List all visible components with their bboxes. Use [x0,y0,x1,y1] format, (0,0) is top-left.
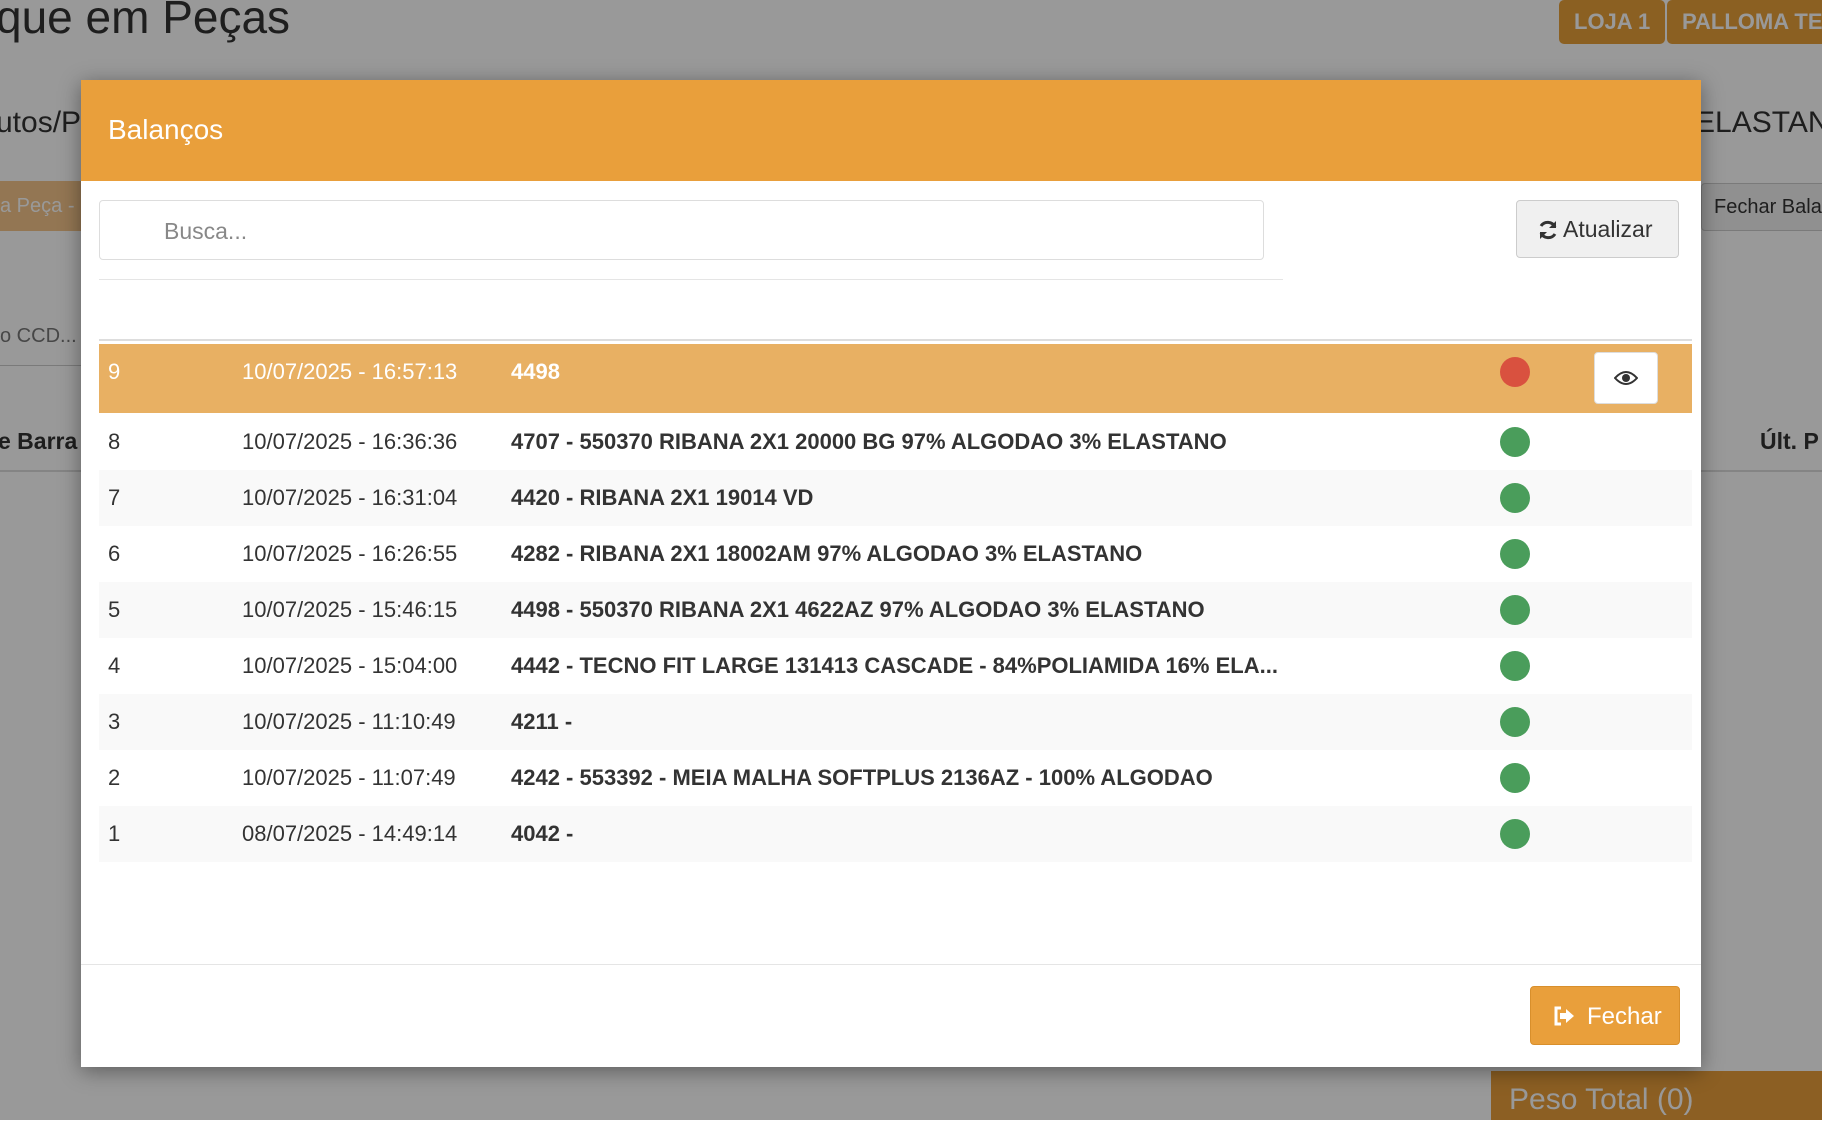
cell-number: 7 [108,485,121,510]
cell-date: 10/07/2025 - 15:04:00 [242,653,458,678]
cell-number: 1 [108,821,121,846]
status-done [1500,819,1530,849]
cell-number: 9 [108,359,121,384]
table-row[interactable]: 3 10/07/2025 - 11:10:49 4211 - [99,694,1692,750]
header-line [99,339,1692,341]
total-box: Peso Total (0) [1491,1071,1822,1120]
tab[interactable]: ELASTAN [1695,106,1822,139]
store-badge[interactable]: LOJA 1 [1559,0,1666,44]
status-open [1500,357,1530,387]
search-placeholder: Busca... [164,218,248,244]
footer-line [81,964,1701,965]
close-label: Fechar [1587,1003,1662,1030]
cell-number: 6 [108,541,121,566]
close-icon [1554,1006,1574,1026]
page-title: que em Peças [0,0,291,43]
input[interactable]: o CCD... [0,325,90,366]
divider [99,279,1283,280]
cell-date: 10/07/2025 - 15:46:15 [242,597,458,622]
modal: Balanços Busca... Atualizar NúmeroDataPr… [81,80,1701,1067]
refresh-icon [1539,220,1557,240]
refresh-button[interactable]: Atualizar [1516,200,1679,258]
status-done [1500,483,1530,513]
table-row[interactable]: 2 10/07/2025 - 11:07:49 4242 - 553392 - ME… [99,750,1692,806]
table-row[interactable]: 1 08/07/2025 - 14:49:14 4042 - [99,806,1692,862]
table-row[interactable]: 4 10/07/2025 - 15:04:00 4442 - TECNO FIT L… [99,638,1692,694]
cell-product: 4707 - 550370 RIBANA 2X1 20000 BG 97% AL… [511,429,1227,454]
column-header: e Barra [0,428,78,454]
button[interactable]: a Peça - F [0,181,90,231]
cell-date: 10/07/2025 - 11:07:49 [242,765,456,790]
cell-product: 4442 - TECNO FIT LARGE 131413 CASCADE - … [511,653,1278,678]
cell-product: 4282 - RIBANA 2X1 18002AM 97% ALGODAO 3%… [511,541,1143,566]
cell-date: 10/07/2025 - 16:26:55 [242,541,458,566]
cell-product: 4042 - [511,821,574,846]
user-badge[interactable]: PALLOMA TEX [1667,0,1822,44]
cell-number: 2 [108,765,121,790]
cell-number: 8 [108,429,121,454]
table-row[interactable]: 5 10/07/2025 - 15:46:15 4498 - 550370 RIBA… [99,582,1692,638]
cell-product: 4420 - RIBANA 2X1 19014 VD [511,485,814,510]
cell-product: 4242 - 553392 - MEIA MALHA SOFTPLUS 2136… [511,765,1213,790]
cell-number: 3 [108,709,121,734]
table-row[interactable]: 9 10/07/2025 - 16:57:13 4498 [99,344,1692,413]
status-done [1500,595,1530,625]
modal-header: Balanços [81,80,1701,181]
button[interactable]: Fechar Balan [1701,183,1822,231]
view-button[interactable] [1594,352,1658,404]
column-header: Últ. P [1760,428,1819,454]
cell-product: 4498 - 550370 RIBANA 2X1 4622AZ 97% ALGO… [511,597,1205,622]
status-done [1500,707,1530,737]
table-row[interactable]: 7 10/07/2025 - 16:31:04 4420 - RIBANA 2X1 … [99,470,1692,526]
cell-date: 10/07/2025 - 16:36:36 [242,429,458,454]
cell-product: 4498 [511,359,560,384]
status-done [1500,651,1530,681]
eye-icon [1614,371,1638,385]
cell-date: 10/07/2025 - 11:10:49 [242,709,456,734]
refresh-label: Atualizar [1563,216,1653,242]
status-done [1500,539,1530,569]
table-row[interactable]: 8 10/07/2025 - 16:36:36 4707 - 550370 RIBA… [99,414,1692,470]
table-row[interactable]: 6 10/07/2025 - 16:26:55 4282 - RIBANA 2X1 … [99,526,1692,582]
cell-date: 08/07/2025 - 14:49:14 [242,821,458,846]
search-input[interactable]: Busca... [99,200,1264,260]
cell-date: 10/07/2025 - 16:31:04 [242,485,458,510]
cell-number: 5 [108,597,121,622]
close-button[interactable]: Fechar [1530,986,1680,1045]
status-done [1500,763,1530,793]
modal-title: Balanços [108,114,224,145]
status-done [1500,427,1530,457]
cell-number: 4 [108,653,121,678]
cell-product: 4211 - [511,709,573,734]
cell-date: 10/07/2025 - 16:57:13 [242,359,458,384]
